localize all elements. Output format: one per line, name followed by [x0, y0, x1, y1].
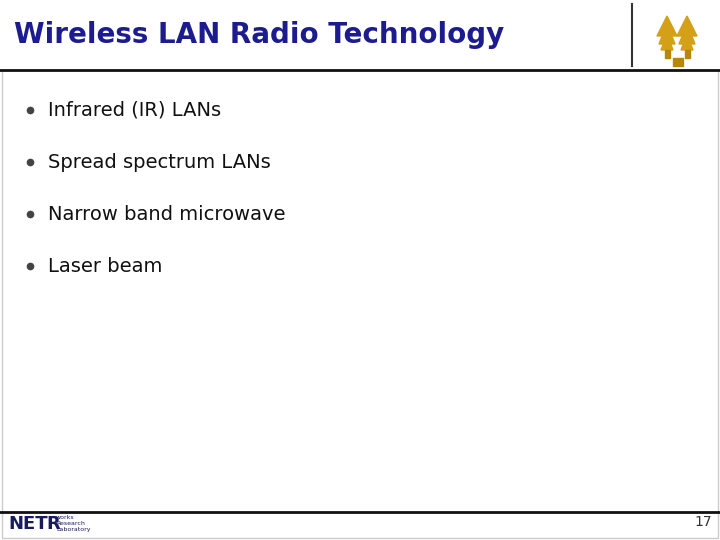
Polygon shape [659, 24, 675, 44]
Text: NET: NET [8, 515, 48, 533]
Text: 17: 17 [694, 515, 712, 529]
Text: Wireless LAN Radio Technology: Wireless LAN Radio Technology [14, 21, 504, 49]
Text: works
Research
Laboratory: works Research Laboratory [56, 515, 91, 532]
Polygon shape [665, 50, 670, 58]
Text: R: R [46, 515, 60, 533]
Polygon shape [661, 34, 673, 50]
Polygon shape [685, 50, 690, 58]
Polygon shape [673, 58, 683, 66]
Polygon shape [677, 16, 697, 36]
Polygon shape [681, 34, 693, 50]
Polygon shape [657, 16, 677, 36]
Text: Spread spectrum LANs: Spread spectrum LANs [48, 152, 271, 172]
Text: Narrow band microwave: Narrow band microwave [48, 205, 286, 224]
Bar [0, 0, 720, 70]
Text: Infrared (IR) LANs: Infrared (IR) LANs [48, 100, 221, 119]
Polygon shape [679, 24, 695, 44]
Text: Laser beam: Laser beam [48, 256, 163, 275]
